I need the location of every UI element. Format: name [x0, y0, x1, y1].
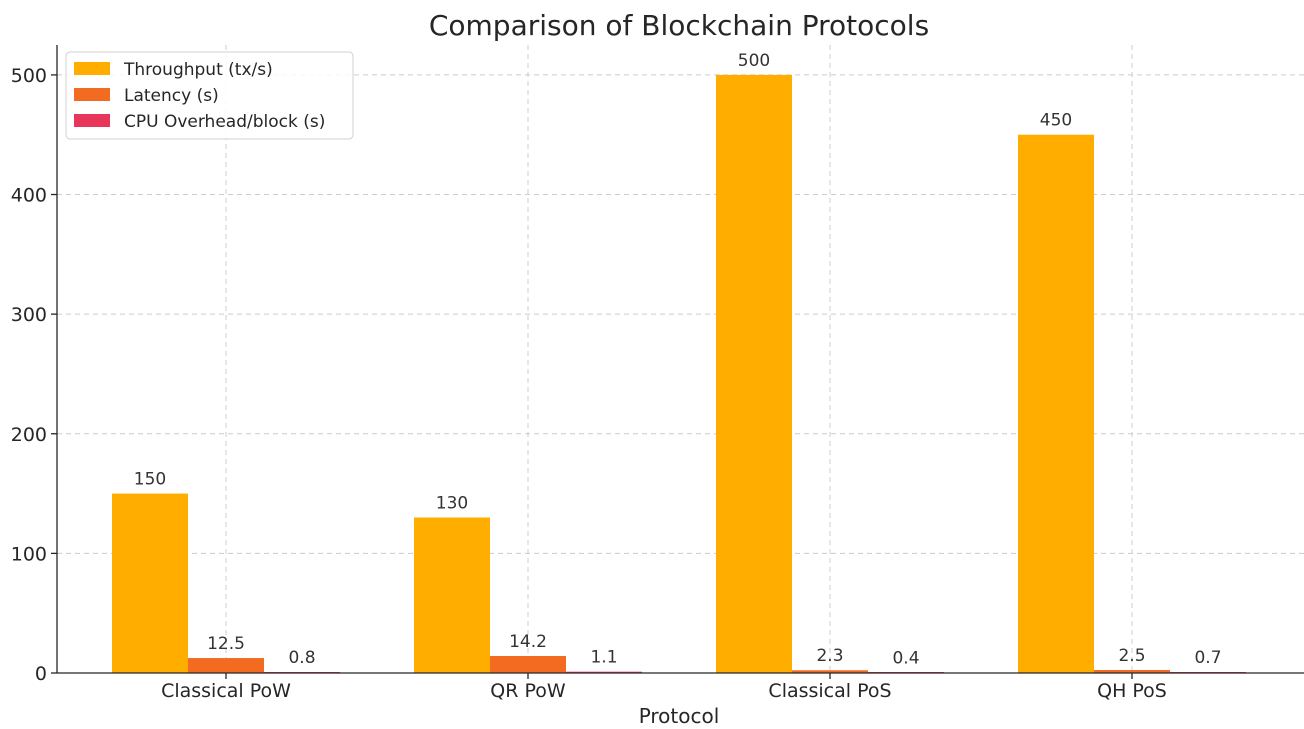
legend-box: [65, 51, 354, 140]
y-tick-label: 200: [11, 424, 47, 446]
x-tick-label: Classical PoW: [161, 680, 291, 702]
bar-value-label: 14.2: [509, 632, 547, 652]
chart-title: Comparison of Blockchain Protocols: [429, 9, 929, 42]
bar-value-label: 150: [134, 470, 166, 490]
bar-value-label: 500: [738, 51, 770, 71]
x-axis-label: Protocol: [639, 704, 720, 728]
bar: [414, 517, 490, 673]
bar-value-label: 0.4: [892, 649, 919, 669]
bar: [1018, 134, 1094, 673]
legend-label: Latency (s): [124, 86, 219, 106]
legend-label: CPU Overhead/block (s): [124, 112, 325, 132]
y-tick-label: 400: [11, 185, 47, 207]
bar: [490, 656, 566, 673]
bar: [566, 671, 642, 673]
y-tick-label: 500: [11, 65, 47, 87]
bar: [792, 670, 868, 673]
legend-swatch: [74, 114, 110, 127]
bar-value-label: 130: [436, 493, 468, 513]
bars: [112, 74, 1246, 673]
bar-value-label: 2.3: [816, 646, 843, 666]
bar: [188, 658, 264, 673]
axes: 0 100 200 300 400 500 Classical PoW QR PoW Class…: [11, 45, 1304, 702]
bar-value-label: 12.5: [207, 634, 245, 654]
bar: [112, 493, 188, 673]
y-tick-label: 100: [11, 543, 47, 565]
bar-value-label: 0.7: [1194, 648, 1221, 668]
x-tick-label: QH PoS: [1097, 680, 1167, 702]
bar-value-label: 450: [1040, 111, 1072, 131]
bar: [1094, 670, 1170, 673]
legend-label: Throughput (tx/s): [123, 60, 273, 80]
legend-swatch: [74, 62, 110, 75]
x-tick-label: Classical PoS: [768, 680, 891, 702]
legend-swatch: [74, 88, 110, 101]
y-tick-label: 0: [35, 663, 47, 685]
data-labels: 150 130 500 450 12.5 14.2 2.3 2.5 0.8 1.1 0.4 0.7: [134, 51, 1222, 669]
bar: [716, 74, 792, 673]
bar-value-label: 0.8: [288, 648, 315, 668]
x-tick-label: QR PoW: [490, 680, 566, 702]
bar-value-label: 1.1: [590, 648, 617, 668]
legend: Throughput (tx/s) Latency (s) CPU Overhead…: [65, 51, 354, 140]
bar-value-label: 2.5: [1118, 646, 1145, 666]
y-tick-label: 300: [11, 304, 47, 326]
